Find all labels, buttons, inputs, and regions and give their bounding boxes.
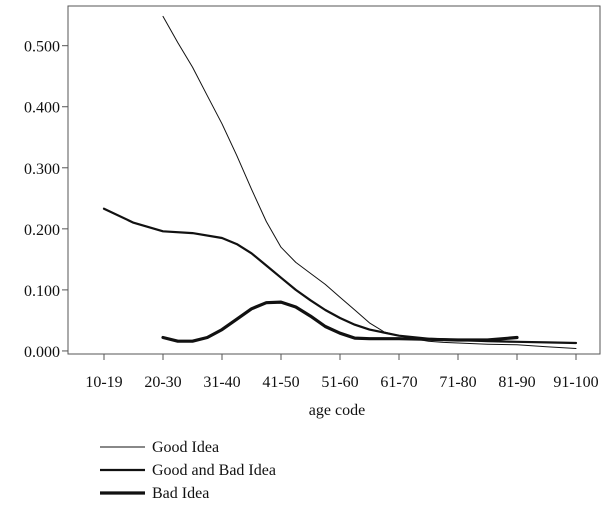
- y-tick-label: 0.400: [24, 100, 60, 117]
- legend-label: Bad Idea: [152, 485, 209, 502]
- plot-frame: [67, 5, 601, 355]
- x-tick-label: 91-100: [553, 374, 598, 391]
- legend-label: Good and Bad Idea: [152, 462, 276, 479]
- y-tick-label: 0.500: [24, 39, 60, 56]
- y-axis: 0.000 0.100 0.200 0.300 0.400 0.500: [24, 39, 68, 361]
- x-tick-label: 51-60: [321, 374, 358, 391]
- x-tick-label: 61-70: [380, 374, 417, 391]
- legend-label: Good Idea: [152, 439, 219, 456]
- series-line-good-idea: [162, 15, 577, 349]
- y-tick-label: 0.300: [24, 161, 60, 178]
- x-tick-label: 31-40: [203, 374, 240, 391]
- series-line-bad-idea: [161, 300, 519, 343]
- y-tick-label: 0.100: [24, 283, 60, 300]
- series-layer: [102, 15, 578, 349]
- y-tick-label: 0.200: [24, 222, 60, 239]
- x-tick-label: 20-30: [144, 374, 181, 391]
- series-line-good-and-bad-idea: [102, 207, 578, 345]
- x-tick-label: 41-50: [262, 374, 299, 391]
- legend: Good Idea Good and Bad Idea Bad Idea: [100, 439, 276, 502]
- x-axis: 10-19 20-30 31-40 41-50 51-60 61-70 71-80 81-90…: [85, 354, 599, 391]
- x-axis-title: age code: [309, 402, 365, 419]
- x-tick-label: 71-80: [439, 374, 476, 391]
- y-tick-label: 0.000: [24, 344, 60, 361]
- x-tick-label: 10-19: [85, 374, 122, 391]
- x-tick-label: 81-90: [498, 374, 535, 391]
